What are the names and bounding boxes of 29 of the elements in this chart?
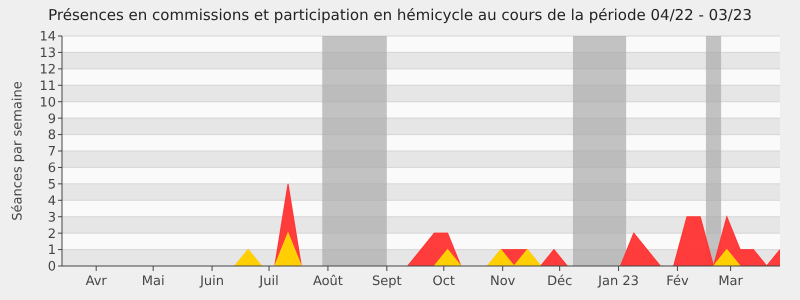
- y-tick-label: 8: [48, 128, 56, 144]
- y-tick-label: 12: [39, 62, 56, 78]
- x-tick-label: Avr: [86, 274, 108, 289]
- x-tick-label: Août: [312, 274, 343, 289]
- x-tick-label: Jan 23: [597, 274, 639, 289]
- y-axis-title: Séances par semaine: [10, 81, 26, 221]
- y-tick-label: 0: [48, 260, 56, 275]
- x-tick-label: Nov: [490, 274, 516, 289]
- y-tick-label: 5: [48, 177, 56, 192]
- y-tick-label: 7: [48, 144, 56, 160]
- y-tick-label: 11: [39, 78, 56, 94]
- x-tick-label: Juin: [199, 274, 224, 289]
- x-tick-label: Sept: [372, 274, 402, 289]
- x-tick-label: Juil: [258, 274, 279, 289]
- x-tick-label: Fév: [666, 274, 689, 289]
- y-tick-label: 6: [48, 161, 56, 176]
- chart-title: Présences en commissions et participation en hémicycle au cours de la période 04/22 - 03/23: [47, 6, 753, 24]
- y-tick-label: 9: [48, 112, 56, 127]
- y-tick-label: 13: [39, 46, 56, 62]
- y-tick-label: 4: [48, 194, 56, 209]
- y-tick-label: 14: [39, 30, 56, 45]
- y-tick-label: 10: [39, 95, 56, 110]
- x-tick-label: Mai: [142, 274, 165, 289]
- y-tick-label: 1: [48, 243, 56, 258]
- y-tick-label: 3: [48, 210, 56, 226]
- x-tick-label: Déc: [547, 274, 572, 289]
- x-tick-label: Mar: [718, 274, 744, 289]
- y-tick-label: 2: [48, 226, 56, 242]
- x-tick-label: Oct: [432, 274, 456, 289]
